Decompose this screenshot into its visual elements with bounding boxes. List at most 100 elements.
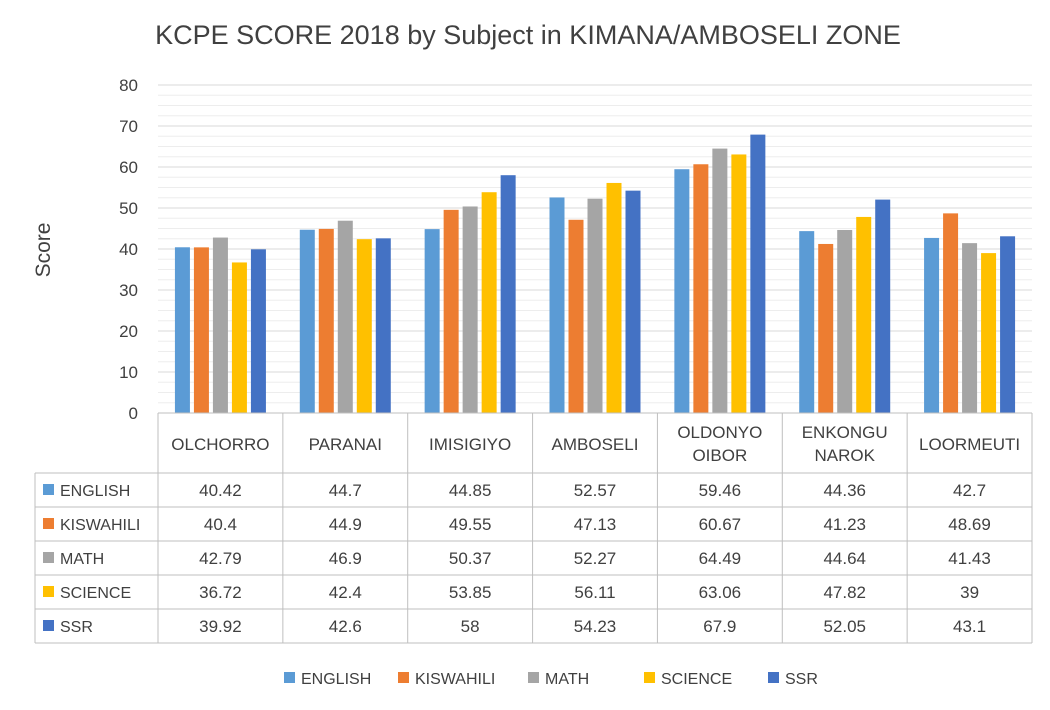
bar-kiswahili-2 bbox=[443, 209, 459, 413]
table-cell: 48.69 bbox=[948, 515, 991, 534]
bar-english-6 bbox=[924, 237, 940, 413]
table-cell: 42.79 bbox=[199, 549, 242, 568]
legend-label: KISWAHILI bbox=[415, 671, 495, 688]
bar-ssr-4 bbox=[750, 134, 766, 414]
table-row-label: ENGLISH bbox=[60, 483, 130, 500]
bar-math-0 bbox=[212, 237, 228, 413]
bar-kiswahili-4 bbox=[693, 164, 709, 413]
bar-science-4 bbox=[731, 154, 747, 414]
legend-label: SSR bbox=[785, 671, 818, 688]
y-tick-label: 30 bbox=[119, 281, 138, 300]
table-cell: 41.23 bbox=[823, 515, 866, 534]
table-cell: 41.43 bbox=[948, 549, 991, 568]
bars bbox=[174, 134, 1016, 414]
table-cell: 59.46 bbox=[699, 481, 742, 500]
table-cell: 40.4 bbox=[204, 515, 237, 534]
bar-english-5 bbox=[799, 231, 815, 413]
bar-english-3 bbox=[549, 197, 565, 413]
bar-kiswahili-0 bbox=[193, 247, 209, 413]
category-label: IMISIGIYO bbox=[429, 435, 511, 454]
table-cell: 46.9 bbox=[329, 549, 362, 568]
table-row-label: KISWAHILI bbox=[60, 517, 140, 534]
table-cell: 64.49 bbox=[699, 549, 742, 568]
bar-science-3 bbox=[606, 182, 622, 413]
y-tick-label: 60 bbox=[119, 158, 138, 177]
table-legend-key-science bbox=[43, 586, 54, 597]
bar-math-2 bbox=[462, 206, 478, 413]
bar-kiswahili-5 bbox=[818, 243, 834, 413]
table-cell: 60.67 bbox=[699, 515, 742, 534]
bar-english-2 bbox=[424, 229, 440, 413]
bar-science-2 bbox=[481, 192, 497, 413]
table-cell: 39 bbox=[960, 583, 979, 602]
bar-math-1 bbox=[337, 220, 353, 413]
table-cell: 67.9 bbox=[703, 617, 736, 636]
y-tick-label: 80 bbox=[119, 76, 138, 95]
y-tick-label: 0 bbox=[129, 404, 138, 423]
bar-ssr-0 bbox=[250, 249, 266, 413]
table-cell: 44.85 bbox=[449, 481, 492, 500]
table-cell: 44.7 bbox=[329, 481, 362, 500]
table-cell: 63.06 bbox=[699, 583, 742, 602]
bar-english-1 bbox=[299, 229, 315, 413]
table-cell: 52.05 bbox=[823, 617, 866, 636]
legend-swatch-science bbox=[644, 672, 655, 683]
category-label: PARANAI bbox=[309, 435, 382, 454]
legend: ENGLISH KISWAHILI MATH SCIENCE SSR bbox=[284, 671, 818, 688]
bar-math-3 bbox=[587, 198, 603, 413]
legend-label: MATH bbox=[545, 671, 589, 688]
legend-label: ENGLISH bbox=[301, 671, 371, 688]
table-cell: 56.11 bbox=[574, 583, 615, 602]
category-label: LOORMEUTI bbox=[919, 435, 1020, 454]
legend-swatch-english bbox=[284, 672, 295, 683]
table-cell: 44.36 bbox=[823, 481, 866, 500]
table-cell: 50.37 bbox=[449, 549, 492, 568]
table-legend-key-ssr bbox=[43, 620, 54, 631]
category-label: AMBOSELI bbox=[552, 435, 639, 454]
table-legend-key-kiswahili bbox=[43, 518, 54, 529]
table-cell: 42.6 bbox=[329, 617, 362, 636]
bar-math-6 bbox=[962, 243, 978, 413]
data-table: OLCHORRO PARANAI IMISIGIYO AMBOSELI OLDONYO O… bbox=[34, 412, 1033, 644]
category-label: OLCHORRO bbox=[171, 435, 269, 454]
bar-english-0 bbox=[174, 247, 190, 413]
table-cell: 47.82 bbox=[823, 583, 866, 602]
table-row-label: SCIENCE bbox=[60, 585, 131, 602]
bar-ssr-5 bbox=[875, 199, 891, 413]
table-cell: 42.7 bbox=[953, 481, 986, 500]
bar-science-6 bbox=[981, 253, 997, 413]
y-axis-label: Score bbox=[32, 223, 55, 278]
y-tick-label: 10 bbox=[119, 363, 138, 382]
table-cell: 36.72 bbox=[199, 583, 242, 602]
chart-title: KCPE SCORE 2018 by Subject in KIMANA/AMB… bbox=[155, 20, 901, 50]
category-label: ENKONGU bbox=[802, 423, 888, 442]
legend-swatch-math bbox=[528, 672, 539, 683]
bar-ssr-6 bbox=[1000, 236, 1016, 413]
bar-ssr-1 bbox=[375, 238, 391, 413]
table-row-label: SSR bbox=[60, 619, 93, 636]
bar-math-4 bbox=[712, 148, 728, 413]
table-cell: 43.1 bbox=[953, 617, 986, 636]
table-cell: 58 bbox=[461, 617, 480, 636]
table-cell: 49.55 bbox=[449, 515, 492, 534]
y-tick-label: 40 bbox=[119, 240, 138, 259]
legend-label: SCIENCE bbox=[661, 671, 732, 688]
category-label: OIBOR bbox=[692, 446, 747, 465]
legend-swatch-kiswahili bbox=[398, 672, 409, 683]
category-label: OLDONYO bbox=[677, 423, 762, 442]
table-cell: 44.9 bbox=[329, 515, 362, 534]
bar-ssr-3 bbox=[625, 190, 641, 413]
table-cell: 53.85 bbox=[449, 583, 492, 602]
bar-science-1 bbox=[356, 239, 372, 413]
table-cell: 47.13 bbox=[574, 515, 617, 534]
bar-math-5 bbox=[837, 229, 853, 413]
bar-kiswahili-1 bbox=[318, 228, 334, 413]
table-cell: 42.4 bbox=[329, 583, 362, 602]
table-cell: 52.57 bbox=[574, 481, 617, 500]
table-row-label: MATH bbox=[60, 551, 104, 568]
table-cell: 39.92 bbox=[199, 617, 242, 636]
table-legend-key-math bbox=[43, 552, 54, 563]
bar-kiswahili-6 bbox=[943, 213, 959, 413]
bar-science-0 bbox=[231, 262, 247, 413]
